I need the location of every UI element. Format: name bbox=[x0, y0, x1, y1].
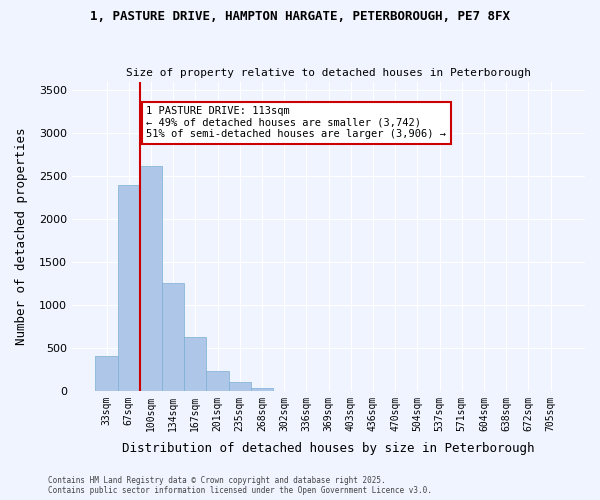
Y-axis label: Number of detached properties: Number of detached properties bbox=[15, 128, 28, 345]
Bar bbox=[251, 388, 273, 391]
Bar bbox=[206, 371, 229, 391]
X-axis label: Distribution of detached houses by size in Peterborough: Distribution of detached houses by size … bbox=[122, 442, 535, 455]
Text: Contains HM Land Registry data © Crown copyright and database right 2025.
Contai: Contains HM Land Registry data © Crown c… bbox=[48, 476, 432, 495]
Bar bbox=[162, 284, 184, 391]
Text: 1, PASTURE DRIVE, HAMPTON HARGATE, PETERBOROUGH, PE7 8FX: 1, PASTURE DRIVE, HAMPTON HARGATE, PETER… bbox=[90, 10, 510, 23]
Title: Size of property relative to detached houses in Peterborough: Size of property relative to detached ho… bbox=[126, 68, 531, 78]
Bar bbox=[184, 337, 206, 391]
Bar bbox=[95, 356, 118, 391]
Bar bbox=[229, 382, 251, 391]
Bar bbox=[140, 166, 162, 391]
Bar bbox=[118, 184, 140, 391]
Text: 1 PASTURE DRIVE: 113sqm
← 49% of detached houses are smaller (3,742)
51% of semi: 1 PASTURE DRIVE: 113sqm ← 49% of detache… bbox=[146, 106, 446, 140]
